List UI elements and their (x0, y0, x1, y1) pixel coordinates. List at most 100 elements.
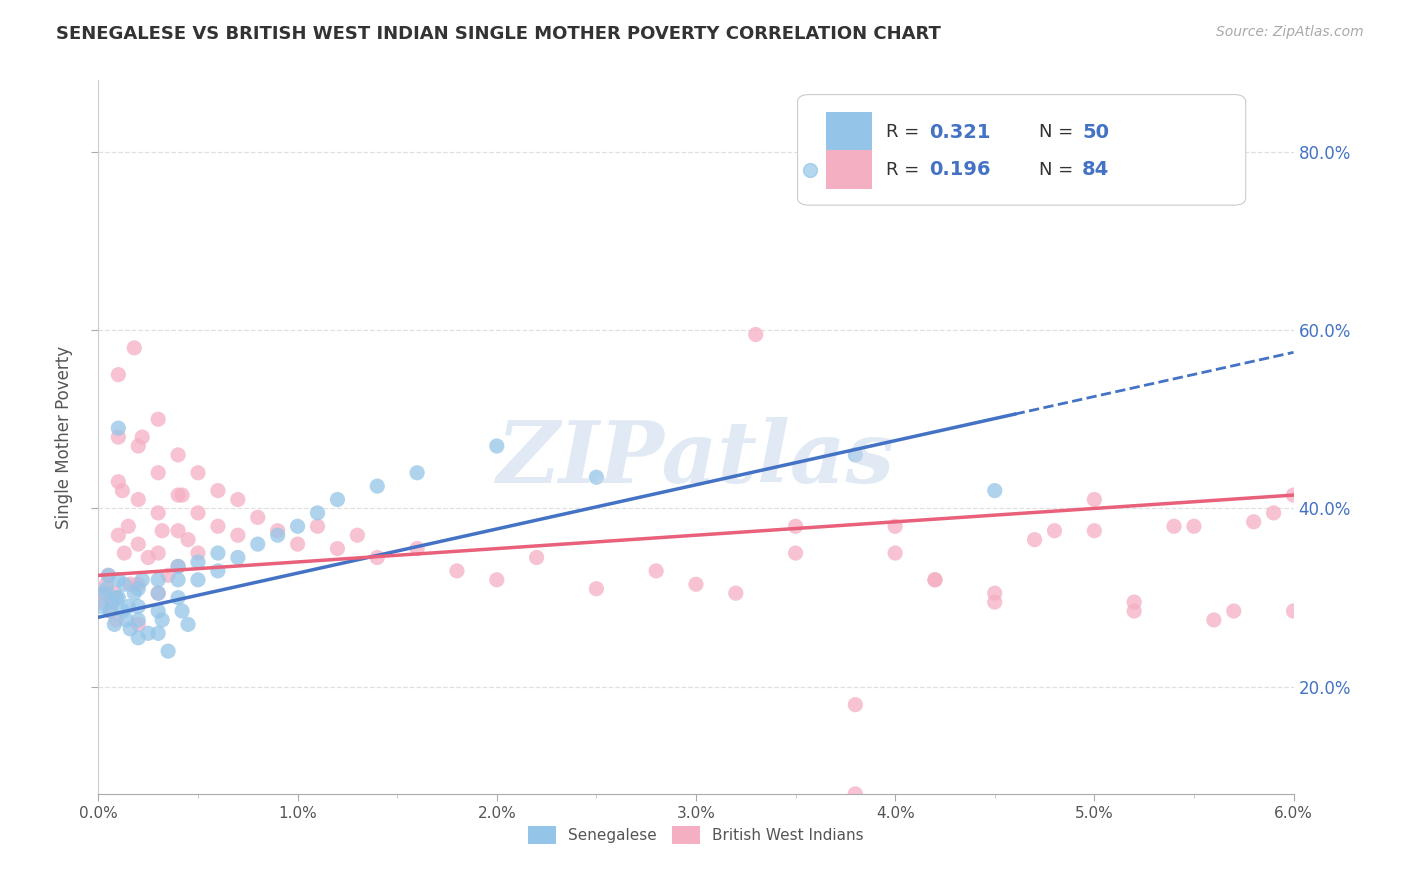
Point (172, 604, 194, 618)
Point (167, 524, 190, 538)
Point (112, 577, 135, 591)
Point (120, 622, 142, 636)
Text: R =: R = (886, 123, 925, 141)
Point (1123, 595, 1146, 609)
Point (172, 488, 194, 502)
Point (177, 533, 200, 547)
Point (136, 626, 159, 640)
Point (111, 483, 134, 498)
Point (267, 524, 290, 538)
Point (167, 559, 190, 574)
Point (107, 421, 129, 435)
Point (98, 604, 122, 618)
Point (366, 479, 388, 493)
Point (105, 613, 128, 627)
Point (287, 537, 309, 551)
Point (127, 439, 149, 453)
Point (1083, 524, 1105, 538)
Point (107, 430, 129, 444)
Point (267, 528, 290, 542)
Point (226, 492, 249, 507)
Point (103, 617, 125, 632)
Point (187, 573, 209, 587)
Point (131, 573, 153, 587)
Point (1223, 604, 1246, 618)
Point (148, 412, 170, 426)
Text: 50: 50 (1083, 122, 1109, 142)
Point (111, 604, 134, 618)
Point (246, 537, 269, 551)
Point (884, 546, 907, 560)
Point (131, 430, 153, 444)
Point (167, 559, 190, 574)
Point (91, 595, 114, 609)
Point (406, 466, 429, 480)
Point (101, 595, 124, 609)
Point (148, 604, 170, 618)
Point (645, 564, 668, 578)
Point (115, 613, 138, 627)
Point (844, 787, 866, 801)
Point (124, 586, 146, 600)
Point (844, 448, 866, 462)
Point (148, 626, 170, 640)
Text: 0.321: 0.321 (929, 122, 990, 142)
Point (187, 466, 209, 480)
Point (157, 568, 180, 582)
Point (984, 586, 1007, 600)
Point (107, 591, 129, 605)
Point (127, 577, 149, 591)
Point (187, 506, 209, 520)
Text: 0.196: 0.196 (929, 161, 990, 179)
Point (785, 519, 807, 533)
Point (685, 577, 707, 591)
Point (307, 506, 329, 520)
Text: Source: ZipAtlas.com: Source: ZipAtlas.com (1216, 25, 1364, 39)
Point (157, 644, 180, 658)
Point (127, 613, 149, 627)
FancyBboxPatch shape (827, 150, 872, 189)
Point (107, 368, 129, 382)
Text: R =: R = (886, 161, 925, 178)
Point (1083, 492, 1105, 507)
Point (1282, 604, 1305, 618)
Point (207, 564, 229, 578)
Point (136, 550, 159, 565)
Point (1123, 604, 1146, 618)
Point (150, 613, 173, 627)
Point (585, 470, 607, 484)
Point (485, 439, 508, 453)
Point (287, 519, 309, 533)
Point (207, 519, 229, 533)
Text: N =: N = (1039, 161, 1078, 178)
Point (526, 550, 548, 565)
Point (148, 573, 170, 587)
Point (127, 537, 149, 551)
Point (127, 492, 149, 507)
Point (96, 582, 118, 596)
Point (724, 586, 747, 600)
Point (246, 510, 269, 524)
Point (984, 483, 1007, 498)
Point (585, 582, 607, 596)
FancyBboxPatch shape (827, 112, 872, 152)
Point (107, 528, 129, 542)
Point (97, 568, 120, 582)
Point (406, 541, 429, 556)
Point (1202, 613, 1225, 627)
Point (97, 568, 120, 582)
Point (127, 631, 149, 645)
Legend: Senegalese, British West Indians: Senegalese, British West Indians (522, 820, 870, 850)
Point (366, 550, 388, 565)
Point (105, 591, 128, 605)
Point (984, 595, 1007, 609)
Point (326, 541, 349, 556)
Point (91, 599, 114, 614)
Point (167, 448, 190, 462)
Point (187, 555, 209, 569)
Point (93, 586, 115, 600)
Text: N =: N = (1039, 123, 1078, 141)
Point (326, 492, 349, 507)
Point (117, 519, 139, 533)
Point (307, 519, 329, 533)
